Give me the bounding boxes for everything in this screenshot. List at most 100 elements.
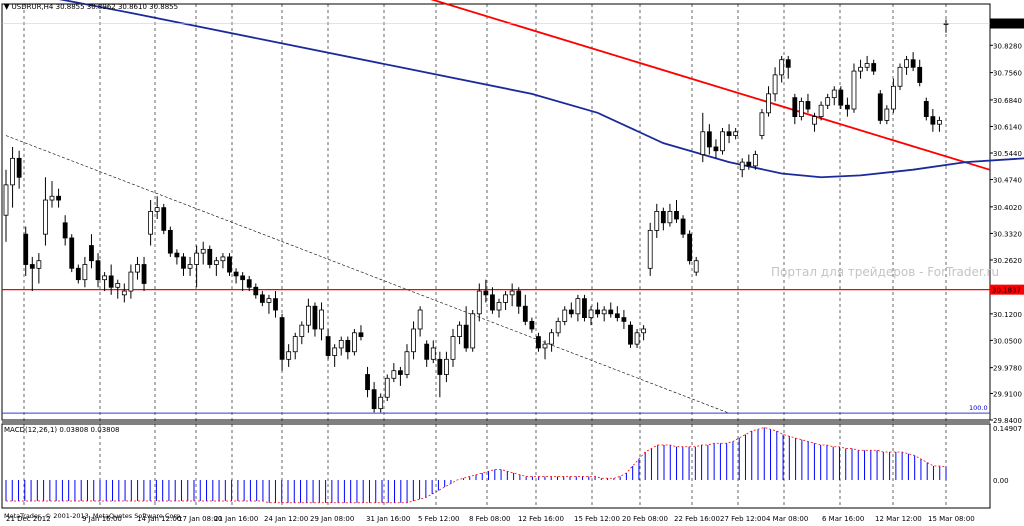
candle-body bbox=[720, 131, 725, 152]
candle-body bbox=[490, 294, 495, 311]
moving-average-line bbox=[58, 0, 1024, 179]
candle-body bbox=[345, 339, 351, 353]
candle-body bbox=[582, 298, 587, 319]
candle-body bbox=[121, 290, 127, 296]
candle-body bbox=[292, 336, 298, 353]
x-tick-label: 21 Dec 2012 bbox=[6, 515, 51, 523]
candle-body bbox=[351, 332, 357, 353]
ohlc-values: 30.8855 30.8962 30.8610 30.8855 bbox=[55, 3, 179, 11]
y-tick-label: 30.1200 bbox=[993, 311, 1022, 319]
candle-body bbox=[542, 343, 548, 349]
candle-body bbox=[838, 89, 844, 106]
candle-body bbox=[259, 294, 265, 303]
candle-body bbox=[470, 313, 476, 349]
candle-body bbox=[772, 74, 778, 95]
candle-body bbox=[115, 283, 121, 288]
y-tick-label: 29.9100 bbox=[993, 390, 1022, 398]
candle-body bbox=[509, 290, 515, 296]
candle-body bbox=[10, 157, 15, 186]
candle-body bbox=[687, 233, 693, 262]
candle-body bbox=[923, 101, 929, 118]
candle-body bbox=[706, 131, 712, 148]
candle-body bbox=[273, 298, 278, 311]
candle-body bbox=[779, 59, 785, 76]
candle-body bbox=[391, 370, 397, 379]
candle-body bbox=[286, 351, 292, 360]
macd-y-tick-label: 0.14907 bbox=[993, 425, 1022, 433]
candle-body bbox=[463, 324, 469, 349]
candle-body bbox=[338, 339, 344, 349]
candle-body bbox=[739, 161, 745, 171]
y-tick-label: 30.8280 bbox=[993, 42, 1022, 50]
candle-body bbox=[279, 317, 285, 360]
candle-body bbox=[864, 63, 870, 68]
candle-body bbox=[36, 260, 42, 269]
x-tick-label: 6 Mar 16:00 bbox=[822, 515, 864, 523]
candle-body bbox=[417, 309, 423, 330]
candle-body bbox=[522, 305, 528, 322]
candle-body bbox=[844, 104, 850, 110]
y-tick-label: 30.3320 bbox=[993, 230, 1022, 238]
candle-body bbox=[404, 351, 410, 375]
candle-body bbox=[628, 324, 633, 345]
trend-line bbox=[430, 0, 991, 171]
x-tick-label: 9 Jan 16:00 bbox=[82, 515, 122, 523]
candle-body bbox=[503, 294, 508, 303]
candle-body bbox=[200, 248, 206, 254]
candle-body bbox=[246, 279, 252, 288]
candle-body bbox=[450, 336, 456, 360]
candle-body bbox=[634, 332, 640, 345]
candle-body bbox=[148, 211, 154, 235]
candle-body bbox=[588, 309, 594, 319]
candle-body bbox=[549, 332, 554, 345]
candle-body bbox=[575, 298, 581, 315]
candle-body bbox=[680, 218, 686, 235]
candle-body bbox=[240, 275, 246, 281]
dropdown-marker-icon[interactable]: ▼ bbox=[4, 3, 10, 11]
x-tick-label: 17 Jan 08:00 bbox=[178, 515, 222, 523]
candle-body bbox=[483, 290, 489, 296]
watermark: Портал для трейдеров - ForTrader.ru bbox=[771, 265, 1000, 279]
symbol-name: USDRUR,H4 bbox=[11, 3, 54, 11]
x-tick-label: 4 Mar 08:00 bbox=[766, 515, 808, 523]
candle-body bbox=[891, 85, 896, 110]
candle-body bbox=[529, 320, 535, 330]
candle-body bbox=[69, 237, 75, 269]
candle-body bbox=[187, 264, 193, 269]
candle-body bbox=[871, 63, 877, 72]
current-price-label: 30.8855 bbox=[992, 20, 1021, 28]
candle-body bbox=[700, 131, 706, 155]
candle-body bbox=[305, 305, 311, 326]
x-tick-label: 27 Feb 12:00 bbox=[720, 515, 766, 523]
y-tick-label: 29.8400 bbox=[993, 417, 1022, 425]
candle-body bbox=[371, 389, 377, 410]
candle-body bbox=[937, 119, 942, 125]
candle-body bbox=[713, 146, 719, 152]
candle-body bbox=[207, 248, 213, 265]
macd-header: MACD(12,26,1) 0.03808 0.03808 bbox=[4, 426, 120, 434]
candle-body bbox=[82, 264, 88, 281]
x-tick-label: 5 Feb 12:00 bbox=[418, 515, 459, 523]
candle-body bbox=[108, 275, 114, 288]
candle-body bbox=[444, 358, 449, 375]
candle-body bbox=[897, 66, 903, 87]
candle-body bbox=[89, 245, 94, 262]
candle-body bbox=[194, 252, 200, 265]
candle-body bbox=[608, 309, 614, 315]
y-tick-label: 30.2620 bbox=[993, 257, 1022, 265]
candle-body bbox=[102, 275, 108, 281]
y-tick-label: 30.6840 bbox=[993, 97, 1022, 105]
candle-body bbox=[818, 104, 824, 118]
pane-separator bbox=[2, 420, 990, 424]
candle-body bbox=[437, 358, 443, 375]
candle-body bbox=[384, 377, 390, 398]
fibo-diagonal-line bbox=[5, 135, 730, 414]
x-tick-label: 15 Mar 08:00 bbox=[928, 515, 975, 523]
candle-body bbox=[161, 207, 167, 231]
candle-body bbox=[227, 256, 232, 273]
macd-y-tick-label: 0.00 bbox=[993, 477, 1009, 485]
candle-body bbox=[319, 309, 324, 330]
x-tick-label: 12 Feb 16:00 bbox=[518, 515, 564, 523]
fib-level-label: 100.0 bbox=[969, 404, 988, 412]
candle-body bbox=[43, 199, 48, 235]
